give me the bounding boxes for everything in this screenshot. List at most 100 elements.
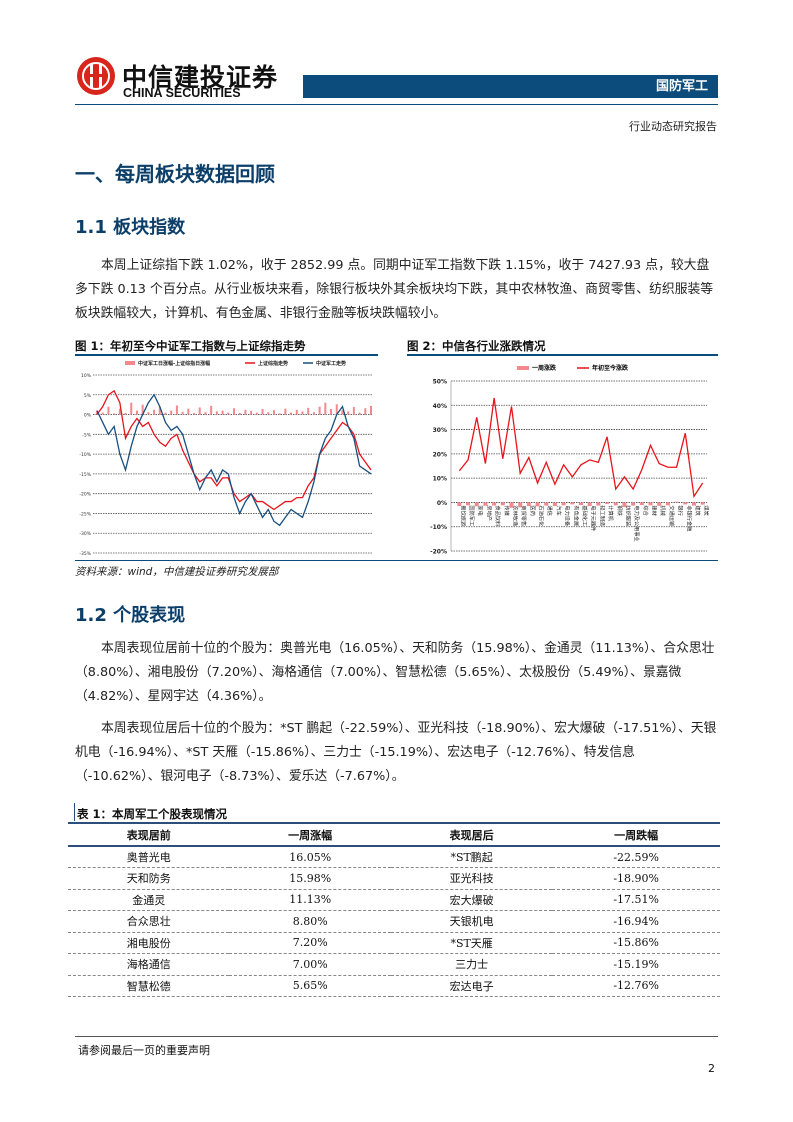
x-tick-label: 建材 <box>651 505 659 515</box>
x-tick-label: 医药 <box>529 505 537 515</box>
table-row: 智慧松德 5.65% 宏达电子 -12.76% <box>68 975 720 997</box>
week-bar <box>613 502 618 506</box>
week-bar <box>552 502 557 507</box>
top-stock-name: 奥普光电 <box>68 846 230 868</box>
stock-table: 表现居前 一周涨幅 表现居后 一周跌幅 奥普光电 16.05% *ST鹏起 -22.5… <box>68 824 720 997</box>
figure1-rule <box>75 354 378 356</box>
x-tick-label: 房地产 <box>485 505 493 521</box>
y-tick-label: 40% <box>433 403 447 410</box>
bottom-stock-name: 宏达电子 <box>390 975 553 997</box>
y-tick-label: -5% <box>82 432 91 438</box>
military-index-chart: 10% 5% 0% -5% -10% -15% -20% -25% -30% -35% 中证军工日涨… <box>79 360 373 557</box>
col-header: 一周涨幅 <box>229 824 391 847</box>
x-tick-label: 机械 <box>659 505 667 515</box>
x-tick-label: 钢铁 <box>616 505 624 515</box>
x-tick-label: 有色金属 <box>572 505 580 526</box>
section-title: 一、每周板块数据回顾 <box>75 162 275 186</box>
table-row: 天和防务 15.98% 亚光科技 -18.90% <box>68 867 720 890</box>
legend-label: 上证综指走势 <box>258 360 288 367</box>
report-type: 行业动态研究报告 <box>629 120 717 133</box>
page-number: 2 <box>708 1062 715 1075</box>
x-tick-label: 基础化工 <box>581 505 589 526</box>
week-bar <box>457 502 462 507</box>
index-paragraph: 本周上证综指下跌 1.02%，收于 2852.99 点。同期中证军工指数下跌 1… <box>75 258 714 321</box>
subsection-title: 1.1 板块指数 <box>75 217 186 238</box>
y-tick-label: 10% <box>81 373 92 379</box>
bottom-stock-name: *ST鹏起 <box>390 846 553 868</box>
table-title-wrap: 表 1：本周军工个股表现情况 <box>74 803 227 821</box>
top-stock-name: 金通灵 <box>68 889 230 911</box>
legend-label: 中证军工日涨幅-上证综指日涨幅 <box>138 360 210 367</box>
x-tick-label: 农林牧渔 <box>511 505 519 526</box>
week-bar <box>639 502 644 506</box>
week-bar <box>691 502 696 506</box>
legend-label: 中证军工走势 <box>316 360 346 367</box>
y-tick-label: -10% <box>79 452 91 458</box>
week-bar <box>466 502 471 506</box>
week-bar <box>561 502 566 506</box>
week-bar <box>570 502 575 505</box>
week-bar <box>674 501 679 503</box>
bottom-stock-loss: -17.51% <box>552 889 720 911</box>
x-tick-label: 电力设备 <box>564 505 572 527</box>
col-header: 表现居后 <box>390 824 553 847</box>
stock-table-wrap: 表现居前 一周涨幅 表现居后 一周跌幅 奥普光电 16.05% *ST鹏起 -22.5… <box>68 822 720 997</box>
week-bar <box>492 502 497 506</box>
week-bar <box>605 502 610 504</box>
week-bar <box>622 502 627 508</box>
x-tick-label: 银行 <box>677 505 685 515</box>
bottom-stock-loss: -18.90% <box>552 867 720 890</box>
subsection-title: 1.2 个股表现 <box>75 605 186 626</box>
week-bar <box>579 502 583 506</box>
logo-text-en: CHINA SECURITIES <box>123 86 241 100</box>
y-tick-label: -10% <box>430 524 447 531</box>
bottom-stock-name: 三力士 <box>390 953 553 976</box>
military-index-line <box>96 393 372 527</box>
y-tick-label: -35% <box>79 551 91 557</box>
week-bar <box>683 502 688 505</box>
y-tick-label: 20% <box>433 451 447 458</box>
x-tick-label: 家电 <box>477 505 485 515</box>
x-tick-label: 通信 <box>546 505 554 515</box>
week-bar <box>596 502 601 506</box>
industry-performance-chart: 50% 40% 30% 20% 10% 0% -10% -20% 一周涨跌 年初至今涨跌餐饮旅游国… <box>430 364 711 556</box>
x-tick-label: 交通运输 <box>668 505 676 527</box>
table-title: 表 1：本周军工个股表现情况 <box>77 807 228 821</box>
bottom-stock-loss: -12.76% <box>552 975 720 997</box>
week-bar <box>535 502 540 507</box>
week-bar <box>509 502 514 508</box>
x-tick-label: 轻工制造 <box>598 505 606 527</box>
x-tick-label: 非银行金融 <box>685 505 693 531</box>
figure-source: 资料来源：wind，中信建投证券研究发展部 <box>75 566 279 578</box>
x-tick-label: 餐饮旅游 <box>459 505 467 526</box>
table-row: 合众思壮 8.80% 天银机电 -16.94% <box>68 910 720 933</box>
week-bar <box>587 502 592 507</box>
x-tick-label: 电子元器件 <box>590 505 598 531</box>
top-stock-gain: 7.20% <box>229 932 391 954</box>
top-stock-name: 合众思壮 <box>68 910 230 933</box>
top-stock-gain: 8.80% <box>229 910 391 933</box>
legend-label: 一周涨跌 <box>532 364 557 372</box>
y-tick-label: -25% <box>79 511 91 517</box>
top-stocks-paragraph: 本周表现位居前十位的个股为：奥普光电（16.05%）、天和防务（15.98%）、… <box>75 641 715 704</box>
y-tick-label: 30% <box>433 427 447 434</box>
y-tick-label: -30% <box>79 531 91 537</box>
top-stock-gain: 7.00% <box>229 953 391 976</box>
top-stock-gain: 5.65% <box>229 975 391 997</box>
week-bar <box>544 502 549 506</box>
bottom-stock-name: 天银机电 <box>390 910 553 933</box>
top-stock-gain: 11.13% <box>229 889 391 911</box>
table-row: 奥普光电 16.05% *ST鹏起 -22.59% <box>68 846 720 868</box>
col-header: 一周跌幅 <box>552 824 720 847</box>
figure2-rule <box>407 354 718 356</box>
shanghai-index-line <box>96 389 372 511</box>
bottom-stock-name: 宏大爆破 <box>390 889 553 911</box>
x-tick-label: 国防军工 <box>468 505 476 526</box>
week-bar <box>518 502 523 508</box>
y-tick-label: -15% <box>79 472 91 478</box>
y-tick-label: -20% <box>79 492 91 498</box>
x-tick-label: 商贸零售 <box>520 505 528 526</box>
figure1-title: 图 1：年初至今中证军工指数与上证综指走势 <box>75 339 306 353</box>
week-bar <box>500 502 505 506</box>
table-row: 湘电股份 7.20% *ST天雁 -15.86% <box>68 932 720 954</box>
